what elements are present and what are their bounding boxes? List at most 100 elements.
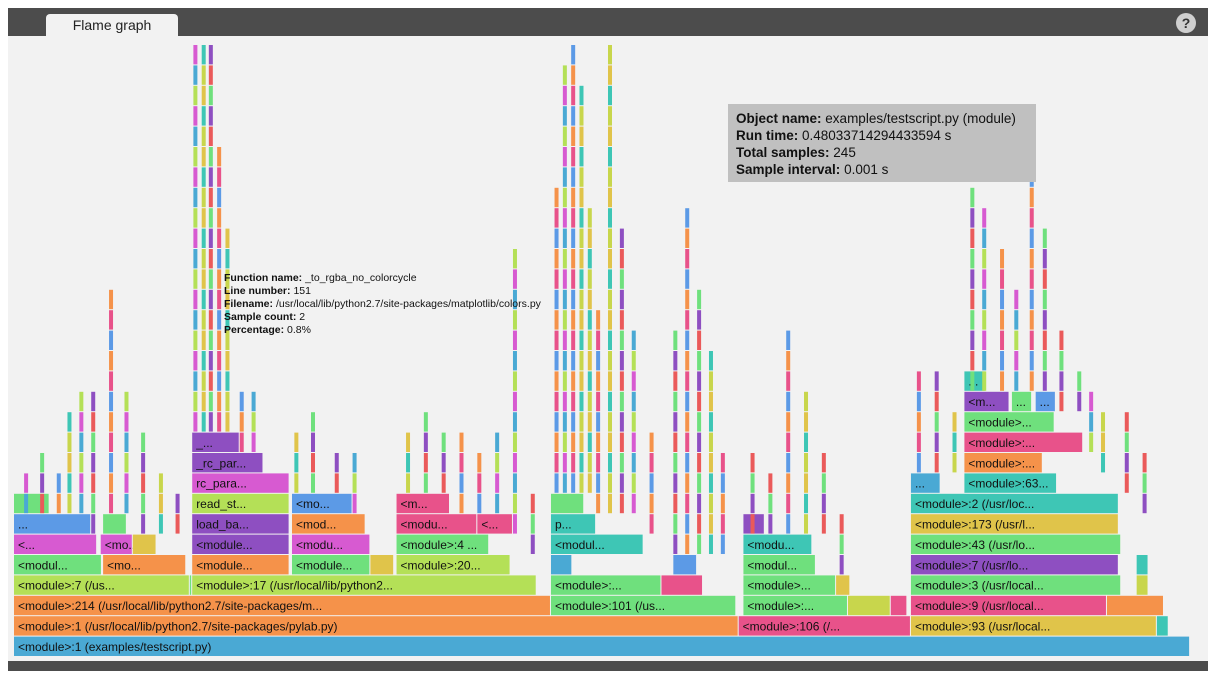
- flame-frame-narrow[interactable]: [571, 228, 576, 248]
- flame-frame-narrow[interactable]: [579, 106, 584, 126]
- flame-frame-narrow[interactable]: [217, 289, 222, 310]
- flame-frame-narrow[interactable]: [619, 391, 624, 412]
- flame-frame[interactable]: <module>:173 (/usr/l...: [910, 514, 1118, 534]
- flame-frame-narrow[interactable]: [952, 432, 957, 452]
- flame-frame-narrow[interactable]: [1014, 351, 1019, 371]
- flame-frame-narrow[interactable]: [562, 371, 567, 391]
- flame-frame[interactable]: <modu...: [743, 534, 812, 554]
- flame-frame-narrow[interactable]: [934, 391, 939, 412]
- flame-frame-narrow[interactable]: [579, 330, 584, 350]
- flame-frame-narrow[interactable]: [970, 289, 975, 310]
- flame-frame-narrow[interactable]: [67, 412, 72, 432]
- flame-frame-narrow[interactable]: [768, 514, 773, 534]
- flame-frame[interactable]: [189, 575, 192, 595]
- flame-frame-narrow[interactable]: [596, 473, 601, 493]
- flame-frame-narrow[interactable]: [579, 310, 584, 330]
- flame-frame[interactable]: <module>:63...: [964, 473, 1057, 493]
- flame-frame-narrow[interactable]: [91, 493, 96, 514]
- flame-frame-narrow[interactable]: [554, 371, 559, 391]
- flame-frame-narrow[interactable]: [208, 167, 213, 187]
- flame-frame-narrow[interactable]: [175, 493, 180, 514]
- flame-frame-narrow[interactable]: [579, 167, 584, 187]
- flame-frame-narrow[interactable]: [201, 106, 206, 126]
- flame-frame-narrow[interactable]: [608, 85, 612, 106]
- flame-frame[interactable]: <...: [14, 534, 97, 554]
- flame-frame-narrow[interactable]: [109, 289, 114, 310]
- flame-frame-narrow[interactable]: [934, 453, 939, 473]
- flame-frame-narrow[interactable]: [193, 126, 198, 146]
- flame-frame-narrow[interactable]: [201, 330, 206, 350]
- flame-frame-narrow[interactable]: [587, 330, 592, 350]
- flame-frame-narrow[interactable]: [1077, 391, 1082, 412]
- flame-frame-rect[interactable]: [661, 575, 703, 595]
- flame-frame-narrow[interactable]: [982, 208, 987, 228]
- flame-frame-narrow[interactable]: [673, 453, 678, 473]
- flame-frame-narrow[interactable]: [67, 432, 72, 452]
- flame-frame-narrow[interactable]: [512, 249, 517, 269]
- flame-graph-svg[interactable]: <module>:1 (examples/testscript.py) <modu…: [8, 36, 1208, 661]
- flame-frame-narrow[interactable]: [608, 473, 612, 493]
- flame-frame-rect[interactable]: [192, 453, 263, 473]
- flame-frame-narrow[interactable]: [311, 473, 315, 493]
- flame-frame-narrow[interactable]: [512, 351, 517, 371]
- flame-frame-narrow[interactable]: [208, 330, 213, 350]
- flame-frame-narrow[interactable]: [217, 330, 222, 350]
- flame-frame-narrow[interactable]: [239, 391, 244, 412]
- flame-frame-narrow[interactable]: [673, 371, 678, 391]
- flame-frame[interactable]: <module>:...: [550, 575, 661, 595]
- flame-frame-narrow[interactable]: [423, 453, 428, 473]
- flame-frame-narrow[interactable]: [208, 106, 213, 126]
- flame-frame-rect[interactable]: [477, 514, 512, 534]
- flame-frame-narrow[interactable]: [608, 371, 612, 391]
- flame-frame-narrow[interactable]: [441, 473, 446, 493]
- flame-frame-narrow[interactable]: [193, 106, 198, 126]
- flame-frame-narrow[interactable]: [208, 289, 213, 310]
- flame-frame-rect[interactable]: [396, 493, 449, 514]
- flame-frame-narrow[interactable]: [708, 391, 713, 412]
- flame-frame-narrow[interactable]: [587, 412, 592, 432]
- flame-frame-rect[interactable]: [550, 514, 596, 534]
- flame-frame-narrow[interactable]: [839, 555, 844, 575]
- flame-frame-rect[interactable]: [743, 595, 847, 616]
- flame-frame-rect[interactable]: [550, 555, 572, 575]
- flame-frame-rect[interactable]: [14, 636, 1190, 656]
- flame-frame-narrow[interactable]: [562, 65, 567, 85]
- flame-frame-narrow[interactable]: [631, 473, 636, 493]
- flame-frame-rect[interactable]: [103, 555, 186, 575]
- flame-frame-narrow[interactable]: [109, 351, 114, 371]
- flame-frame-narrow[interactable]: [708, 514, 713, 534]
- flame-frame-narrow[interactable]: [708, 412, 713, 432]
- flame-frame-narrow[interactable]: [571, 45, 576, 65]
- flame-frame-narrow[interactable]: [1029, 351, 1034, 371]
- flame-frame-rect[interactable]: [743, 555, 815, 575]
- flame-frame-narrow[interactable]: [1124, 432, 1129, 452]
- flame-frame-narrow[interactable]: [1029, 208, 1034, 228]
- flame-frame-narrow[interactable]: [124, 453, 129, 473]
- flame-frame-narrow[interactable]: [208, 45, 213, 65]
- flame-frame-narrow[interactable]: [423, 412, 428, 432]
- flame-frame-rect[interactable]: [550, 493, 584, 514]
- flame-frame-narrow[interactable]: [571, 208, 576, 228]
- flame-frame-narrow[interactable]: [804, 493, 809, 514]
- flame-frame-narrow[interactable]: [821, 493, 826, 514]
- flame-frame-narrow[interactable]: [201, 371, 206, 391]
- flame-frame-rect[interactable]: [836, 575, 850, 595]
- flame-frame-narrow[interactable]: [1042, 310, 1047, 330]
- flame-frame-narrow[interactable]: [608, 45, 612, 65]
- flame-frame-narrow[interactable]: [56, 493, 61, 514]
- flame-frame-narrow[interactable]: [608, 126, 612, 146]
- tab-flame-graph[interactable]: Flame graph: [46, 14, 178, 36]
- flame-frame-narrow[interactable]: [141, 432, 146, 452]
- flame-frame-narrow[interactable]: [91, 514, 96, 534]
- flame-frame-narrow[interactable]: [673, 493, 678, 514]
- flame-frame-narrow[interactable]: [208, 371, 213, 391]
- flame-frame-narrow[interactable]: [109, 473, 114, 493]
- flame-frame-narrow[interactable]: [193, 45, 198, 65]
- flame-frame[interactable]: <modu...: [291, 534, 370, 554]
- flame-frame-narrow[interactable]: [91, 432, 96, 452]
- flame-frame[interactable]: <mod...: [291, 514, 365, 534]
- flame-frame-narrow[interactable]: [109, 330, 114, 350]
- flame-frame-narrow[interactable]: [217, 249, 222, 269]
- flame-frame-narrow[interactable]: [649, 493, 654, 514]
- flame-frame-narrow[interactable]: [708, 473, 713, 493]
